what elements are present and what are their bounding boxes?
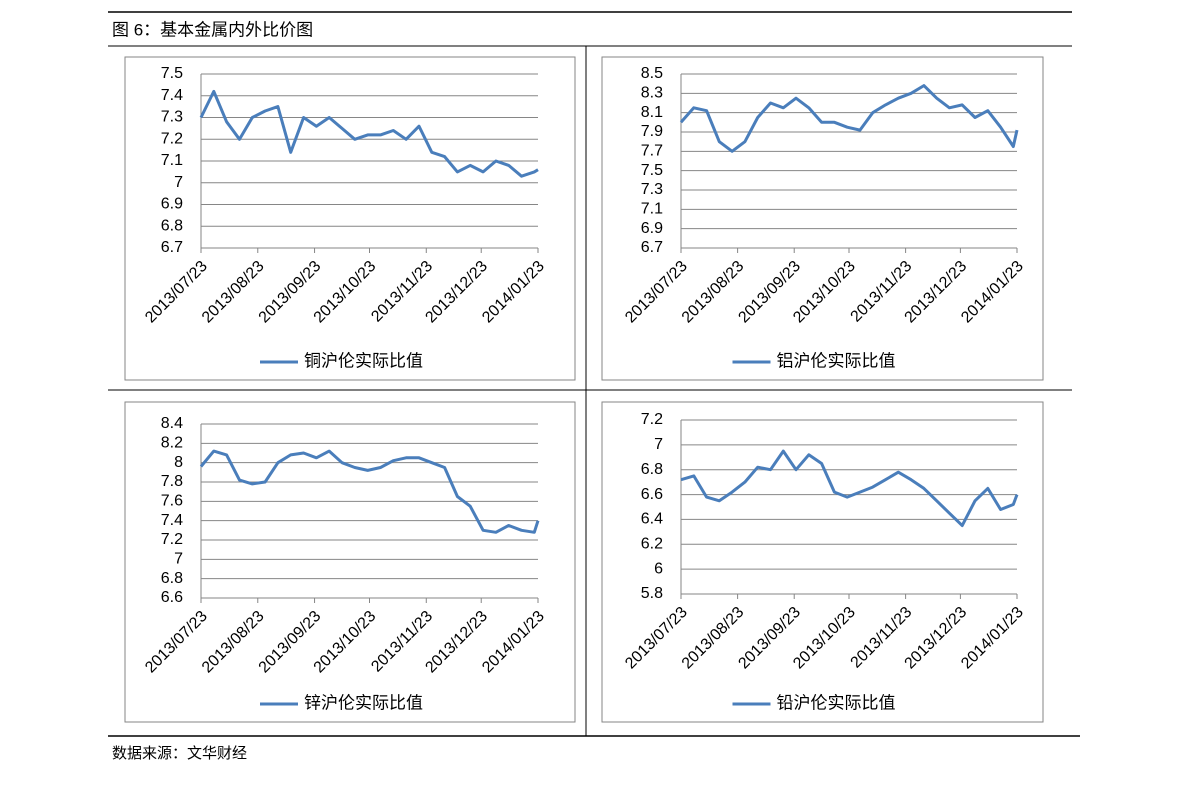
y-tick-label: 8.1 <box>641 104 663 121</box>
legend-label: 锌沪伦实际比值 <box>304 693 423 712</box>
y-tick-label: 7.2 <box>641 411 663 428</box>
y-tick-label: 5.8 <box>641 585 663 602</box>
y-tick-label: 6.8 <box>641 461 663 478</box>
y-tick-label: 6.7 <box>641 239 663 256</box>
data-line <box>679 84 1019 153</box>
y-tick-label: 8.3 <box>641 85 663 102</box>
y-tick-label: 6 <box>654 560 663 577</box>
y-tick-label: 6.9 <box>161 196 183 213</box>
y-tick-label: 7.1 <box>161 152 183 169</box>
y-tick-label: 7.5 <box>641 162 663 179</box>
y-tick-label: 7.2 <box>161 531 183 548</box>
y-tick-label: 8.4 <box>161 415 183 432</box>
y-tick-label: 7.4 <box>161 87 183 104</box>
y-tick-label: 6.4 <box>641 511 663 528</box>
y-tick-label: 7.4 <box>161 512 183 529</box>
y-tick-label: 7.6 <box>161 493 183 510</box>
y-tick-label: 6.9 <box>641 220 663 237</box>
y-tick-label: 7 <box>174 551 183 568</box>
y-tick-label: 7.3 <box>641 181 663 198</box>
source-note: 数据来源：文华财经 <box>112 745 247 762</box>
figure-title: 图 6：基本金属内外比价图 <box>112 20 313 39</box>
chart-frame <box>601 56 1044 381</box>
y-tick-label: 6.2 <box>641 536 663 553</box>
y-tick-label: 6.6 <box>641 486 663 503</box>
y-tick-label: 6.8 <box>161 217 183 234</box>
legend-label: 铝沪伦实际比值 <box>777 351 896 370</box>
chart-frame <box>601 401 1044 723</box>
data-line <box>199 449 540 534</box>
legend-label: 铅沪伦实际比值 <box>777 693 896 712</box>
y-tick-label: 7 <box>174 174 183 191</box>
y-tick-label: 7.7 <box>641 143 663 160</box>
y-tick-label: 7.3 <box>161 109 183 126</box>
y-tick-label: 8.2 <box>161 435 183 452</box>
legend-label: 铜沪伦实际比值 <box>304 351 423 370</box>
y-tick-label: 7.1 <box>641 201 663 218</box>
y-tick-label: 8 <box>174 454 183 471</box>
chart-frame <box>124 401 576 723</box>
y-tick-label: 7.8 <box>161 473 183 490</box>
y-tick-label: 6.8 <box>161 570 183 587</box>
y-tick-label: 7.5 <box>161 65 183 82</box>
y-tick-label: 6.6 <box>161 589 183 606</box>
data-line <box>199 89 539 178</box>
y-tick-label: 7.2 <box>161 130 183 147</box>
y-tick-label: 6.7 <box>161 239 183 256</box>
y-tick-label: 8.5 <box>641 65 663 82</box>
data-line <box>680 449 1019 528</box>
chart-frame <box>124 56 576 381</box>
y-tick-label: 7 <box>654 436 663 453</box>
y-tick-label: 7.9 <box>641 123 663 140</box>
